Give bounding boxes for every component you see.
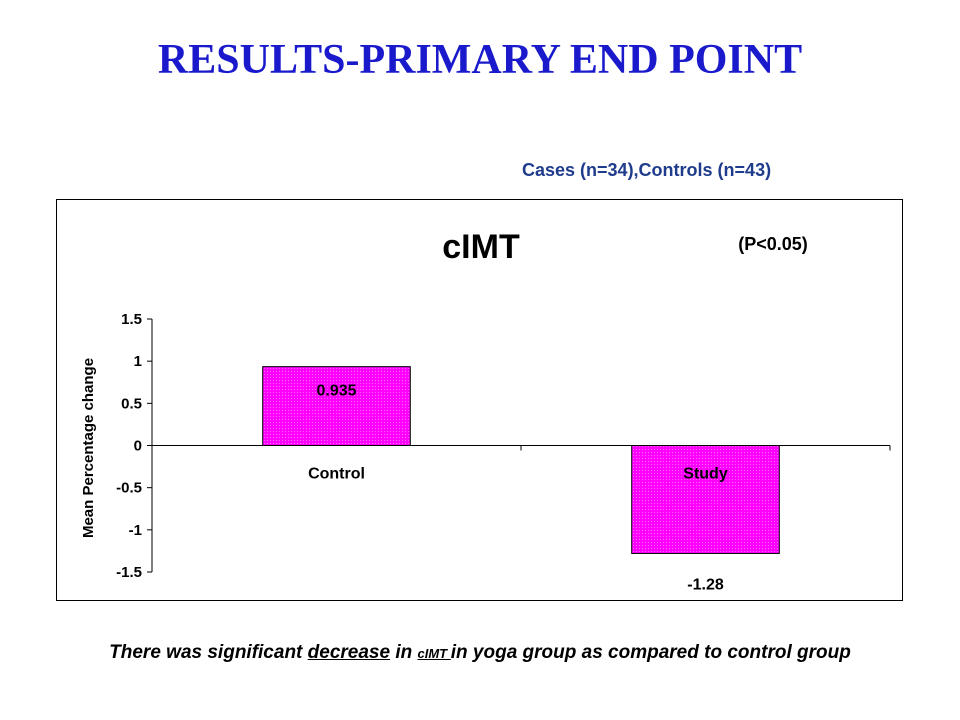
data-label-control: 0.935 <box>316 383 356 400</box>
conclusion-part-3: in yoga group as compared to control gro… <box>450 642 851 663</box>
chart-bars <box>262 366 780 554</box>
conclusion-part-2: in <box>390 642 418 663</box>
x-category-label-study: Study <box>683 466 728 483</box>
x-category-label-control: Control <box>308 466 365 483</box>
bar-control <box>262 366 411 446</box>
y-tick-label: -0.5 <box>116 480 142 497</box>
data-label-study: -1.28 <box>687 576 724 593</box>
y-tick-label: -1.5 <box>116 564 142 581</box>
conclusion-part-1: There was significant <box>109 642 308 663</box>
slide-title: RESULTS-PRIMARY END POINT <box>157 37 803 83</box>
chart-title: cIMT <box>442 228 520 266</box>
conclusion-term: cIMT <box>417 646 451 661</box>
y-tick-label: 0.5 <box>121 395 142 412</box>
chart-frame: cIMT (P<0.05) Mean Percentage change 1.5… <box>56 199 903 601</box>
y-axis-label: Mean Percentage change <box>80 358 97 538</box>
y-tick-label: 1 <box>134 353 142 370</box>
y-tick-label: 0 <box>134 438 142 455</box>
chart-labels: 1.5 1 0.5 0 -0.5 -1 -1.5 Control 0.935 Study -1.28 <box>116 311 728 593</box>
y-tick-label: -1 <box>129 522 142 539</box>
sample-size-subtitle: Cases (n=34),Controls (n=43) <box>522 160 772 180</box>
bar-study <box>631 445 780 554</box>
conclusion-emphasis: decrease <box>307 642 391 663</box>
p-value-annotation: (P<0.05) <box>738 234 808 254</box>
y-tick-label: 1.5 <box>121 311 142 328</box>
conclusion-text: There was significant decrease in cIMT i… <box>0 642 960 664</box>
bar-chart: cIMT (P<0.05) Mean Percentage change 1.5… <box>80 228 891 593</box>
